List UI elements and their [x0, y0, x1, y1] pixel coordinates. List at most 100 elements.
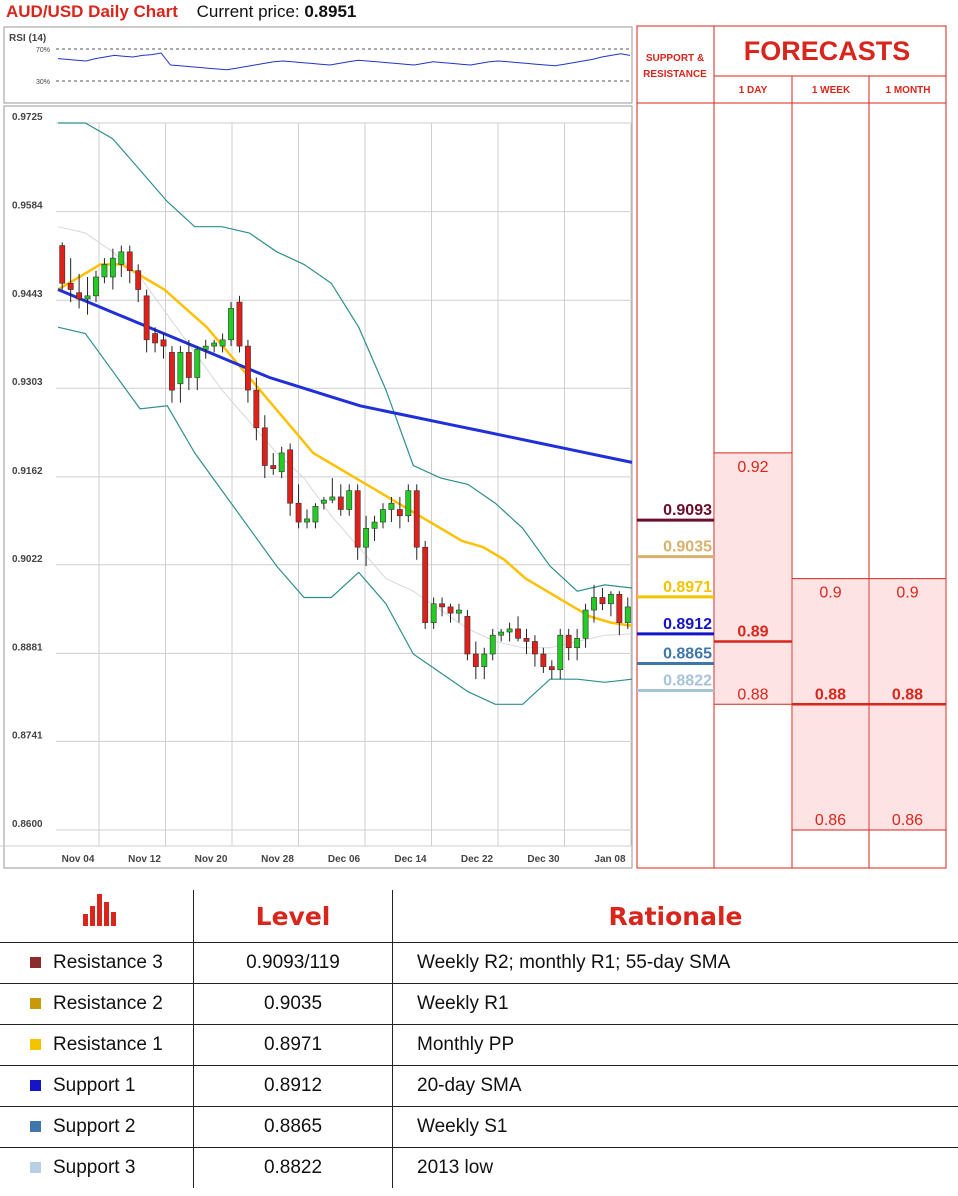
table-row: Resistance 2 0.9035 Weekly R1 [0, 983, 958, 1025]
y-tick-label: 0.9584 [12, 201, 43, 212]
level-value: 0.8971 [193, 1024, 393, 1066]
candle-body [540, 653, 547, 667]
candle-body [177, 352, 184, 385]
forecast-high-label: 0.9 [896, 585, 918, 602]
table-icon-cell [0, 890, 194, 943]
candle-body [489, 634, 496, 655]
level-color-swatch [30, 957, 41, 969]
candle-body [126, 251, 133, 271]
candle-body [59, 245, 66, 284]
forecast-low-label: 0.86 [815, 812, 846, 829]
candle-body [396, 509, 403, 517]
candle-body [574, 638, 581, 649]
candle-body [219, 339, 226, 347]
candle-body [548, 666, 555, 671]
rsi-30-label: 30% [36, 79, 50, 86]
forecast-low-label: 0.86 [892, 812, 923, 829]
y-tick-label: 0.8741 [12, 730, 43, 741]
bar-chart-icon [83, 894, 116, 926]
level-value: 0.8822 [193, 1147, 393, 1188]
level-rationale: Weekly R2; monthly R1; 55-day SMA [392, 942, 958, 984]
candle-body [439, 603, 445, 608]
candle-body [261, 427, 268, 466]
level-name: Resistance 2 [53, 993, 163, 1014]
table-row: Resistance 1 0.8971 Monthly PP [0, 1024, 958, 1066]
level-rationale: 2013 low [417, 1157, 494, 1178]
candle-body [532, 641, 538, 655]
candle-body [371, 521, 378, 529]
forecast-range-box [715, 452, 791, 705]
candle-body [152, 333, 158, 344]
sma-55-line [57, 263, 633, 628]
candle-body [84, 295, 91, 300]
candle-body [270, 465, 277, 469]
x-tick-label: Jan 08 [594, 854, 626, 865]
level-name: Resistance 3 [53, 952, 163, 973]
bollinger-lower [57, 326, 633, 705]
sr-level-label: 0.9035 [663, 539, 712, 556]
level-color-swatch [30, 998, 41, 1010]
candle-body [253, 389, 260, 429]
candlesticks [59, 242, 631, 680]
candle-body [472, 653, 479, 667]
sr-level-label: 0.9093 [663, 502, 712, 519]
forecast-high-label: 0.92 [737, 459, 768, 476]
rsi-line [57, 52, 631, 71]
candle-body [320, 499, 327, 504]
candle-body [422, 546, 429, 623]
rsi-panel [3, 26, 633, 104]
price-plot-area [3, 105, 633, 869]
candle-body [388, 502, 395, 510]
forecast-mid-label: 0.89 [737, 623, 768, 640]
candle-body [363, 528, 370, 548]
x-tick-label: Nov 12 [128, 854, 161, 865]
level-name: Support 1 [53, 1075, 136, 1096]
sr-level-label: 0.8822 [663, 672, 712, 689]
forecast-col-1week: 1 WEEK [812, 85, 851, 96]
candle-body [481, 653, 488, 667]
level-value: 0.8865 [193, 1106, 393, 1148]
chart-title: AUD/USD Daily Chart [6, 2, 178, 21]
table-header-rationale: Rationale [392, 890, 958, 943]
forecast-ranges: 0.92 0.89 0.88 0.9 0.88 0.86 0.9 0.88 0.86 [714, 452, 946, 831]
y-tick-label: 0.9162 [12, 466, 43, 477]
x-tick-label: Dec 14 [394, 854, 427, 865]
y-tick-label: 0.9443 [12, 289, 43, 300]
current-price-label: Current price: [196, 2, 300, 21]
support-resistance-levels: 0.9093 0.9035 0.8971 0.8912 0.8865 0.8822 [637, 502, 714, 692]
candle-body [228, 308, 234, 341]
candle-body [380, 509, 386, 523]
candle-body [607, 594, 614, 605]
x-tick-label: Dec 06 [328, 854, 361, 865]
forecast-mid-label: 0.88 [815, 686, 846, 703]
candle-body [109, 257, 116, 278]
candle-body [464, 616, 471, 655]
candle-body [430, 603, 437, 623]
levels-table-header: Level Rationale [0, 890, 958, 943]
level-name: Support 3 [53, 1157, 136, 1178]
level-value: 0.9093/119 [193, 942, 393, 984]
sr-level-label: 0.8912 [663, 616, 712, 633]
grid-lines [0, 122, 632, 847]
candle-body [354, 490, 361, 548]
candle-body [194, 348, 201, 378]
candle-body [599, 597, 606, 605]
table-row: Resistance 3 0.9093/119 Weekly R2; month… [0, 942, 958, 984]
candle-body [185, 352, 192, 378]
candle-body [304, 518, 310, 523]
candle-body [76, 292, 83, 300]
table-row: Support 2 0.8865 Weekly S1 [0, 1106, 958, 1148]
candle-body [135, 270, 142, 290]
candle-body [413, 490, 420, 548]
candle-body [523, 638, 530, 642]
sr-level-label: 0.8971 [663, 579, 712, 596]
level-value: 0.8912 [193, 1065, 393, 1107]
candle-body [337, 496, 344, 510]
candle-body [329, 496, 336, 501]
candle-body [565, 634, 572, 649]
level-rationale: 20-day SMA [392, 1065, 958, 1107]
forecast-mid-label: 0.88 [892, 686, 923, 703]
level-name: Support 2 [53, 1116, 136, 1137]
candle-body [118, 251, 125, 265]
level-color-swatch [30, 1121, 41, 1133]
